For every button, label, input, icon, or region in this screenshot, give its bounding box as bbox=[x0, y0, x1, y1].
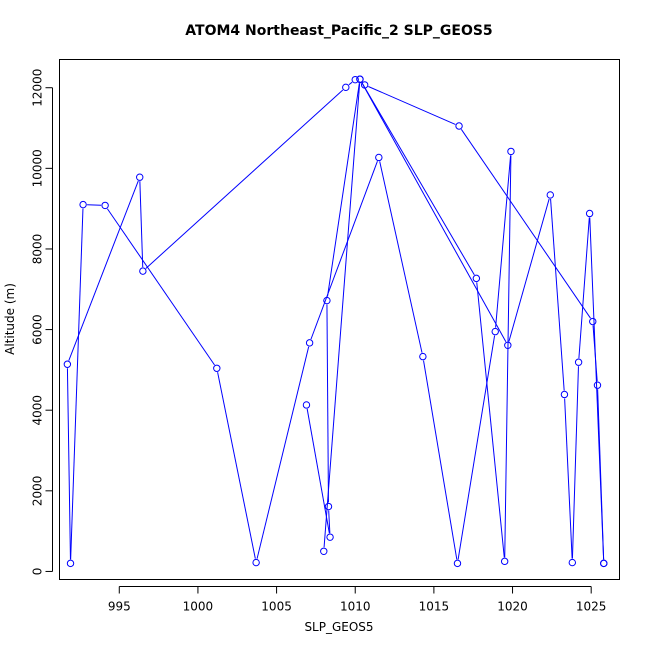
series-line-segment bbox=[361, 82, 475, 276]
x-tick-label: 1000 bbox=[183, 600, 214, 614]
data-point bbox=[351, 75, 359, 84]
series-line-segment bbox=[256, 346, 310, 559]
series-line-segment bbox=[495, 155, 512, 328]
series-line-segment bbox=[217, 372, 256, 559]
series-line-segment bbox=[368, 86, 456, 125]
series-layer bbox=[63, 75, 608, 568]
data-point bbox=[323, 296, 331, 305]
y-tick-label: 10000 bbox=[31, 149, 45, 187]
data-point bbox=[472, 274, 481, 283]
data-point bbox=[593, 381, 602, 389]
series-line-segment bbox=[310, 161, 378, 340]
series-line-segment bbox=[68, 180, 139, 361]
x-tick-label: 1005 bbox=[261, 600, 292, 614]
data-point bbox=[560, 390, 569, 399]
data-point bbox=[568, 558, 577, 567]
data-point bbox=[320, 547, 328, 555]
data-point bbox=[213, 364, 221, 372]
series-line-segment bbox=[106, 208, 215, 366]
series-line-segment bbox=[323, 83, 361, 548]
data-point bbox=[419, 352, 427, 361]
y-tick-label: 12000 bbox=[31, 69, 45, 107]
data-point bbox=[546, 191, 554, 199]
series-line-segment bbox=[66, 368, 71, 560]
data-point bbox=[504, 341, 512, 349]
series-line-segment bbox=[504, 155, 512, 558]
data-point bbox=[136, 173, 144, 181]
series-line-segment bbox=[457, 335, 496, 560]
x-tick-label: 1010 bbox=[340, 600, 371, 614]
data-point bbox=[585, 209, 594, 218]
data-point bbox=[79, 200, 87, 209]
series-line-segment bbox=[460, 129, 591, 319]
data-point bbox=[342, 83, 350, 92]
series-line-segment bbox=[145, 89, 344, 269]
series-line-segment bbox=[379, 161, 423, 353]
data-point bbox=[326, 533, 334, 541]
series-line-segment bbox=[327, 83, 360, 297]
series-line-segment bbox=[328, 510, 331, 534]
x-axis: 995 1000 1005 1010 1015 1020 1025 bbox=[108, 586, 607, 614]
y-axis-label: Altitude (m) bbox=[3, 283, 17, 355]
series-line-segment bbox=[578, 217, 590, 359]
series-line-segment bbox=[361, 82, 507, 343]
series-line-segment bbox=[306, 408, 330, 534]
series-line-segment bbox=[423, 360, 458, 560]
data-point bbox=[375, 153, 383, 162]
series-line-segment bbox=[139, 181, 144, 268]
x-axis-label: SLP_GEOS5 bbox=[304, 620, 373, 634]
series-line-segment bbox=[70, 208, 84, 560]
data-point bbox=[66, 559, 75, 568]
data-point bbox=[574, 358, 583, 366]
data-point bbox=[302, 401, 311, 409]
y-tick-label: 2000 bbox=[31, 476, 45, 507]
y-tick-label: 8000 bbox=[31, 234, 45, 265]
series-line-segment bbox=[589, 217, 605, 560]
x-tick-label: 995 bbox=[108, 600, 131, 614]
data-point bbox=[600, 559, 608, 568]
series-line-segment bbox=[326, 304, 329, 503]
y-tick-label: 4000 bbox=[31, 395, 45, 426]
y-tick-label: 0 bbox=[31, 568, 45, 576]
data-point bbox=[491, 327, 499, 336]
data-point bbox=[252, 558, 260, 567]
series-line-segment bbox=[550, 198, 565, 391]
data-point bbox=[139, 267, 147, 275]
series-line-segment bbox=[476, 282, 505, 558]
data-point bbox=[507, 147, 515, 156]
plot-frame bbox=[59, 59, 620, 580]
x-tick-label: 1020 bbox=[497, 600, 528, 614]
data-point bbox=[500, 557, 509, 566]
series-line-segment bbox=[564, 398, 573, 559]
data-point bbox=[455, 122, 463, 130]
y-tick-label: 6000 bbox=[31, 314, 45, 345]
chart-title: ATOM4 Northeast_Pacific_2 SLP_GEOS5 bbox=[185, 23, 492, 39]
data-point bbox=[63, 360, 72, 368]
data-point bbox=[356, 75, 364, 83]
data-point bbox=[589, 317, 597, 326]
series-line-segment bbox=[508, 198, 550, 342]
y-axis: 0 2000 4000 6000 8000 10000 12000 bbox=[31, 69, 53, 576]
series-line-segment bbox=[87, 204, 102, 206]
data-point bbox=[101, 201, 109, 210]
data-point bbox=[324, 502, 333, 511]
data-point bbox=[453, 559, 462, 568]
series-line-segment bbox=[348, 81, 353, 86]
x-tick-label: 1025 bbox=[576, 600, 607, 614]
series-line-segment bbox=[571, 366, 579, 559]
x-tick-label: 1015 bbox=[419, 600, 450, 614]
data-point bbox=[305, 339, 314, 347]
